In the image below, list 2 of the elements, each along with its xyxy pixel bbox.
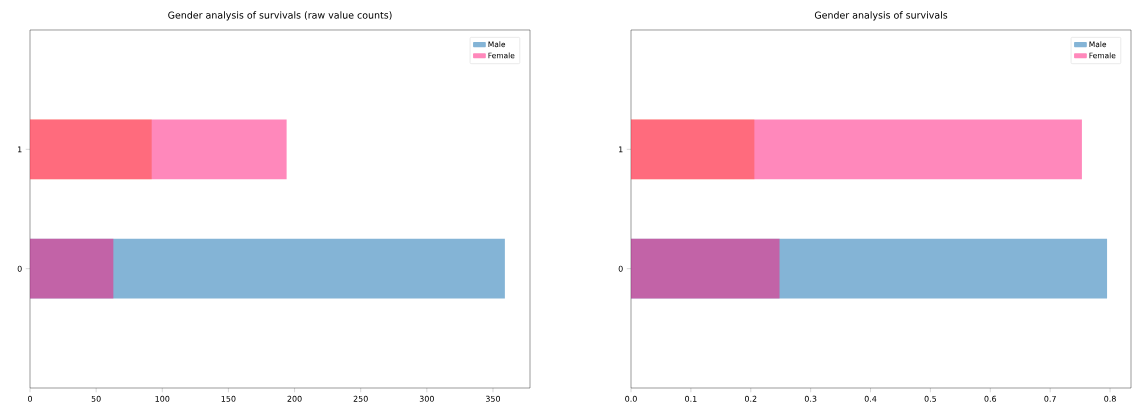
chart-title: Gender analysis of survivals (raw value counts) xyxy=(168,11,392,21)
chart-title: Gender analysis of survivals xyxy=(814,11,948,21)
